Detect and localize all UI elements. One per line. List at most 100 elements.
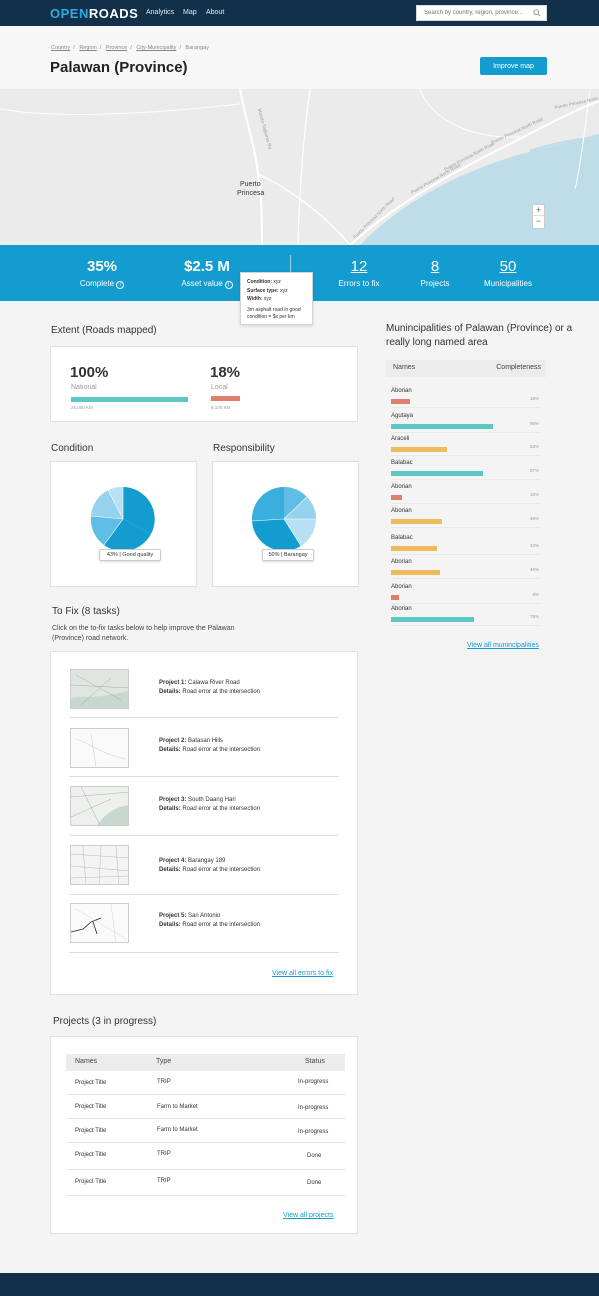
complete-value: 35% bbox=[86, 258, 118, 275]
list-item[interactable]: Aborian 10% bbox=[391, 484, 540, 504]
list-item[interactable]: Aborian 18% bbox=[391, 388, 540, 408]
divider bbox=[69, 776, 339, 777]
road-line bbox=[239, 89, 263, 245]
table-row[interactable]: Project Title Farm to Market In-progress bbox=[66, 1119, 345, 1143]
list-item[interactable]: Aborian 48% bbox=[391, 508, 540, 528]
breadcrumb-barangay: Barangay bbox=[185, 45, 209, 51]
task-project: Project 3: South Daang Hari bbox=[159, 797, 236, 803]
local-bar-fill bbox=[211, 396, 240, 401]
task-thumbnail[interactable] bbox=[70, 845, 129, 885]
national-km: 25,000 KM bbox=[71, 405, 93, 410]
task-thumbnail[interactable] bbox=[70, 786, 129, 826]
map-view[interactable]: Manalo-Tagburos Rd Puerto Princesa North… bbox=[0, 89, 599, 245]
map-city-label: Princesa bbox=[237, 190, 264, 197]
list-item[interactable]: Araceli 53% bbox=[391, 436, 540, 456]
improve-map-button[interactable]: Improve map bbox=[480, 57, 547, 75]
map-city-label: Puerto bbox=[240, 181, 261, 188]
search-box bbox=[416, 5, 547, 21]
asset-value-tooltip: Condition: xyz Surface type: xyz Width: … bbox=[240, 272, 313, 325]
table-row[interactable]: Project Title Farm to Market In-progress bbox=[66, 1095, 345, 1119]
completeness-bar bbox=[391, 617, 474, 622]
completeness-bar bbox=[391, 447, 448, 452]
divider bbox=[69, 952, 339, 953]
openroads-logo[interactable]: OPENROADS bbox=[50, 6, 139, 21]
projects-label: Projects bbox=[420, 279, 450, 288]
map-road-label: Manalo-Tagburos Rd bbox=[257, 108, 273, 150]
completeness-bar bbox=[391, 471, 484, 476]
breadcrumb-region[interactable]: Region bbox=[79, 45, 97, 51]
map-canvas: Manalo-Tagburos Rd Puerto Princesa North… bbox=[0, 89, 599, 245]
table-row[interactable]: Project Title TRIP Done bbox=[66, 1143, 345, 1170]
local-km: 8,100 KM bbox=[211, 405, 231, 410]
zoom-control: + − bbox=[532, 204, 545, 229]
national-bar bbox=[71, 397, 188, 402]
list-item[interactable]: Agutaya 96% bbox=[391, 413, 540, 433]
completeness-bar bbox=[391, 546, 437, 551]
national-label: National bbox=[71, 384, 97, 391]
info-icon[interactable]: i bbox=[224, 281, 233, 289]
completeness-bar bbox=[391, 570, 440, 575]
municipalities-link[interactable]: 50 bbox=[499, 258, 517, 275]
list-item[interactable]: Balabac 87% bbox=[391, 460, 540, 480]
projects-table-header: Names Type Status bbox=[66, 1054, 345, 1071]
nav-link-map[interactable]: Map bbox=[183, 9, 197, 16]
municipalities-table-header: Names Completeness bbox=[386, 360, 546, 377]
nav-link-analytics[interactable]: Analytics bbox=[146, 9, 175, 16]
local-pct: 18% bbox=[210, 364, 241, 381]
info-icon[interactable]: i bbox=[116, 281, 125, 289]
list-item[interactable]: Balabac 43% bbox=[391, 535, 540, 555]
condition-pie-label: 43% | Good quality bbox=[99, 549, 161, 561]
task-thumbnail[interactable] bbox=[70, 903, 129, 943]
errors-to-fix-label: Errors to fix bbox=[338, 279, 380, 288]
page-title: Palawan (Province) bbox=[50, 59, 188, 76]
divider bbox=[69, 894, 339, 895]
list-item[interactable]: Aborian 46% bbox=[391, 559, 540, 579]
footer bbox=[0, 1273, 599, 1296]
responsibility-title: Responsibility bbox=[213, 443, 275, 454]
task-thumbnail[interactable] bbox=[70, 669, 129, 709]
view-all-municipalities-link[interactable]: View all munincipalities bbox=[467, 642, 539, 649]
responsibility-pie[interactable] bbox=[251, 486, 317, 552]
search-input[interactable] bbox=[417, 6, 529, 20]
divider bbox=[69, 835, 339, 836]
task-project: Project 4: Barangay 189 bbox=[159, 858, 226, 864]
task-details: Details: Road error at the intersection bbox=[159, 689, 261, 695]
nav-link-about[interactable]: About bbox=[206, 9, 225, 16]
list-item[interactable]: Aborian 8% bbox=[391, 584, 540, 604]
projects-link[interactable]: 8 bbox=[430, 258, 440, 275]
search-icon[interactable] bbox=[533, 9, 541, 17]
municipalities-title: Munincipalities of Palawan (Province) or… bbox=[386, 323, 573, 348]
list-item[interactable]: Aborian 78% bbox=[391, 606, 540, 626]
task-details: Details: Road error at the intersection bbox=[159, 867, 261, 873]
col-completeness: Completeness bbox=[496, 364, 541, 371]
breadcrumb-city-municipality[interactable]: City-Municipality bbox=[136, 45, 177, 51]
completeness-bar bbox=[391, 519, 442, 524]
col-names: Names bbox=[75, 1058, 98, 1065]
completeness-bar bbox=[391, 424, 493, 429]
task-details: Details: Road error at the intersection bbox=[159, 806, 261, 812]
zoom-out-button[interactable]: − bbox=[535, 216, 542, 226]
table-row[interactable]: Project Title TRIP In-progress bbox=[66, 1071, 345, 1095]
col-status: Status bbox=[305, 1058, 325, 1065]
task-thumbnail[interactable] bbox=[70, 728, 129, 768]
top-navbar: OPENROADS Analytics Map About bbox=[0, 0, 599, 26]
breadcrumb-province[interactable]: Province bbox=[105, 45, 128, 51]
table-row[interactable]: Project Title TRIP Done bbox=[66, 1170, 345, 1196]
extent-card bbox=[50, 346, 358, 422]
completeness-bar bbox=[391, 495, 402, 500]
breadcrumb-country[interactable]: Country bbox=[51, 45, 71, 51]
divider bbox=[69, 717, 339, 718]
view-all-errors-link[interactable]: View all errors to fix bbox=[272, 970, 333, 977]
completeness-bar bbox=[391, 399, 411, 404]
national-bar-fill bbox=[71, 397, 188, 402]
view-all-projects-link[interactable]: View all projects bbox=[283, 1212, 334, 1219]
asset-label: Asset value i bbox=[172, 279, 242, 289]
condition-pie[interactable] bbox=[90, 486, 156, 552]
errors-to-fix-link[interactable]: 12 bbox=[350, 258, 368, 275]
zoom-in-button[interactable]: + bbox=[533, 205, 544, 216]
local-bar bbox=[211, 396, 371, 401]
responsibility-pie-label: 50% | Barangay bbox=[262, 549, 314, 561]
asset-value: $2.5 M bbox=[184, 258, 230, 275]
condition-title: Condition bbox=[51, 443, 94, 454]
tofix-title: To Fix (8 tasks) bbox=[52, 606, 120, 617]
